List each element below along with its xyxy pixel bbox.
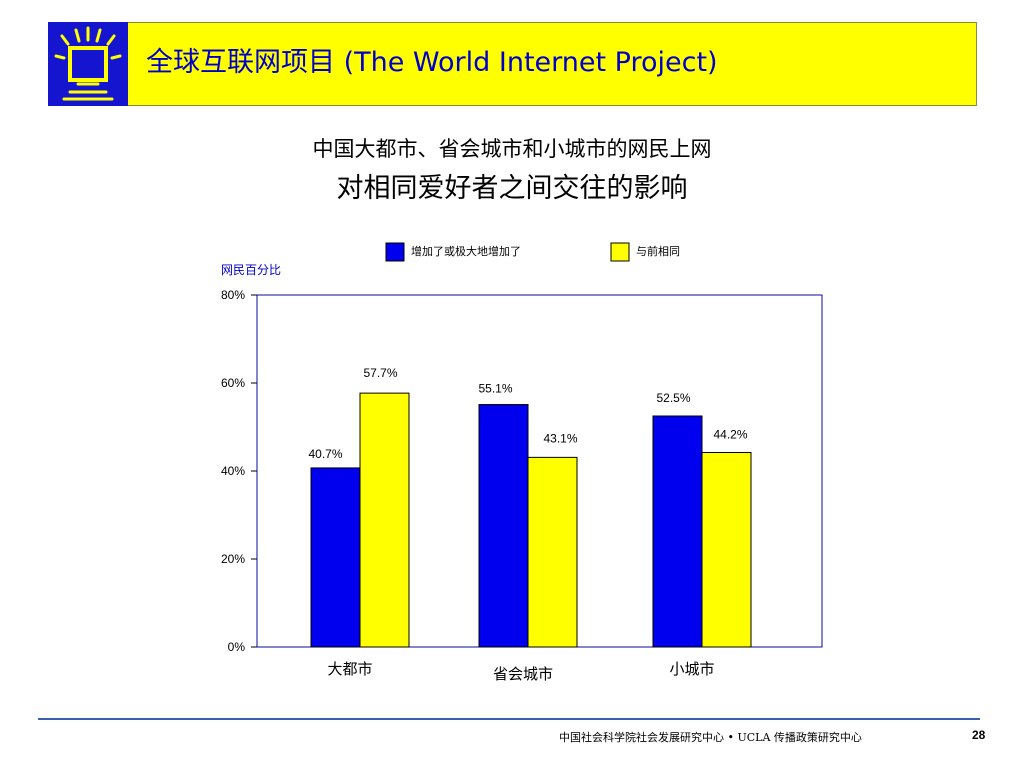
y-tick-label: 60% [221,376,245,390]
legend-swatch-1 [385,242,405,262]
chart-subtitle-line-1: 中国大都市、省会城市和小城市的网民上网 [312,137,712,161]
header-bar [48,22,977,106]
data-label-3-series-2: 44.2% [713,428,747,442]
data-label-1-series-1: 40.7% [308,447,342,461]
y-tick-label: 20% [221,552,245,566]
category-label-2: 省会城市 [493,665,553,683]
bar-2-series-2 [527,456,578,648]
footer-institutions: 中国社会科学院社会发展研究中心 • UCLA 传播政策研究中心 [559,731,862,744]
category-label-1: 大都市 [327,660,372,678]
world-internet-project-logo [48,22,128,106]
data-label-1-series-2: 57.7% [363,366,397,380]
data-label-2-series-2: 43.1% [543,431,577,445]
y-tick-label: 0% [228,640,246,654]
y-axis-label: 网民百分比 [221,263,281,277]
y-tick-label: 80% [221,288,245,302]
legend-swatch-2 [610,242,630,262]
monitor-logo-icon [54,26,122,101]
page-title: 全球互联网项目 (The World Internet Project) [146,47,718,78]
data-label-2-series-1: 55.1% [478,382,512,396]
chart-subtitle-line-2: 对相同爱好者之间交往的影响 [336,173,688,204]
data-label-3-series-1: 52.5% [656,391,690,405]
y-tick-label: 40% [221,464,245,478]
category-label-3: 小城市 [669,660,714,678]
bar-3-series-2 [701,452,752,648]
bar-1-series-2 [359,392,410,648]
legend-label-2: 与前相同 [636,244,680,258]
legend-label-1: 增加了或极大地增加了 [411,244,521,258]
bar-1-series-1 [310,467,361,648]
bar-3-series-1 [652,415,703,648]
page-number: 28 [972,728,986,742]
footer-divider [38,718,980,720]
bar-2-series-1 [478,404,529,648]
